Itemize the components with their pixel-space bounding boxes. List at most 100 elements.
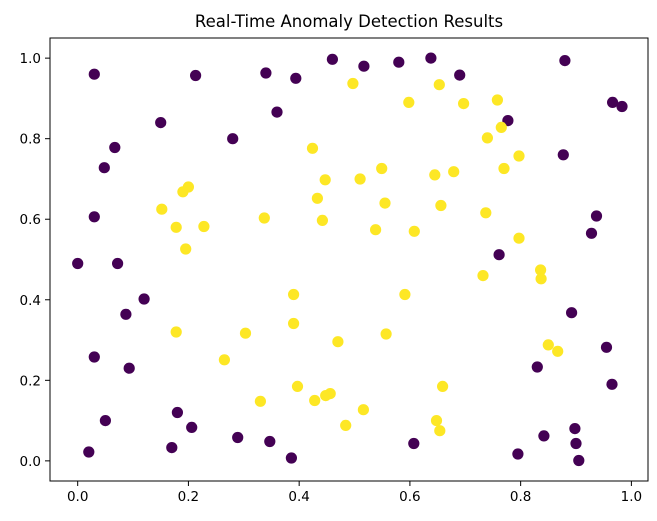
anomaly-point-17 xyxy=(88,211,100,223)
anomaly-point-23 xyxy=(138,293,150,305)
anomaly-point-22 xyxy=(112,257,124,270)
normal-point-47 xyxy=(309,394,321,407)
anomaly-point-16 xyxy=(98,162,110,174)
anomaly-point-4 xyxy=(326,53,338,65)
anomaly-point-25 xyxy=(566,307,578,319)
anomaly-point-7 xyxy=(425,52,437,64)
anomaly-point-14 xyxy=(109,141,121,154)
normal-point-49 xyxy=(357,404,369,416)
y-tick-label: 1.0 xyxy=(20,51,41,67)
x-tick-label: 0.0 xyxy=(67,489,88,505)
normal-point-14 xyxy=(354,173,366,185)
anomaly-point-41 xyxy=(83,446,95,458)
anomaly-point-45 xyxy=(607,96,619,108)
normal-point-4 xyxy=(491,94,503,106)
normal-point-11 xyxy=(448,166,460,178)
normal-point-18 xyxy=(379,197,391,209)
y-tick-label: 0.8 xyxy=(20,132,41,148)
normal-point-20 xyxy=(156,203,168,215)
anomaly-point-36 xyxy=(538,430,550,442)
x-tick-label: 1.0 xyxy=(621,489,642,505)
anomaly-point-10 xyxy=(271,106,283,118)
y-tick-label: 0.6 xyxy=(20,212,41,228)
y-tick-label: 0.4 xyxy=(20,293,41,309)
anomaly-point-9 xyxy=(559,55,571,67)
anomaly-point-1 xyxy=(190,69,202,82)
normal-point-50 xyxy=(430,415,443,427)
normal-point-43 xyxy=(291,380,304,392)
anomaly-point-40 xyxy=(166,442,178,454)
normal-point-41 xyxy=(552,345,564,357)
normal-point-2 xyxy=(403,96,415,108)
anomaly-point-31 xyxy=(171,406,183,419)
anomaly-point-12 xyxy=(155,117,167,129)
anomaly-point-6 xyxy=(393,56,405,68)
anomaly-point-13 xyxy=(227,133,239,145)
scatter-points xyxy=(72,52,628,467)
x-axis: 0.0 0.2 0.4 0.6 0.8 1.0 xyxy=(67,481,642,505)
anomaly-point-44 xyxy=(573,454,585,467)
normal-point-44 xyxy=(437,380,449,392)
anomaly-point-8 xyxy=(454,69,466,81)
normal-point-30 xyxy=(535,264,547,276)
normal-point-24 xyxy=(170,221,182,233)
normal-point-32 xyxy=(535,273,547,285)
anomaly-point-20 xyxy=(493,249,505,261)
normal-point-27 xyxy=(408,225,420,237)
anomaly-point-34 xyxy=(569,423,581,435)
normal-point-46 xyxy=(320,390,332,402)
normal-point-3 xyxy=(458,98,470,110)
normal-point-21 xyxy=(480,207,492,219)
normal-point-16 xyxy=(177,186,189,198)
normal-point-37 xyxy=(239,327,252,339)
normal-point-39 xyxy=(332,336,344,348)
normal-point-7 xyxy=(306,142,319,154)
anomaly-point-19 xyxy=(585,227,598,239)
normal-point-34 xyxy=(399,288,411,301)
anomaly-point-35 xyxy=(232,431,244,444)
anomaly-point-46 xyxy=(616,100,628,113)
normal-point-1 xyxy=(433,79,445,91)
normal-point-35 xyxy=(288,317,300,330)
anomaly-point-0 xyxy=(88,68,100,80)
normal-point-33 xyxy=(288,288,300,301)
x-tick-label: 0.4 xyxy=(288,489,309,505)
anomaly-point-37 xyxy=(264,435,276,448)
anomaly-point-5 xyxy=(358,60,370,72)
normal-point-29 xyxy=(180,243,192,255)
anomaly-point-21 xyxy=(72,257,84,270)
normal-point-28 xyxy=(513,232,525,244)
anomaly-point-30 xyxy=(606,378,618,390)
normal-point-25 xyxy=(198,220,210,233)
chart-title: Real-Time Anomaly Detection Results xyxy=(195,12,503,31)
anomaly-point-38 xyxy=(408,437,420,450)
normal-point-42 xyxy=(218,354,230,366)
normal-point-23 xyxy=(316,214,328,226)
normal-point-5 xyxy=(495,121,507,133)
anomaly-point-15 xyxy=(557,149,569,161)
normal-point-26 xyxy=(370,224,382,236)
anomaly-point-29 xyxy=(123,362,135,374)
normal-point-17 xyxy=(311,192,323,204)
normal-point-19 xyxy=(435,199,447,212)
normal-point-0 xyxy=(347,77,359,90)
normal-point-6 xyxy=(481,132,493,144)
anomaly-point-26 xyxy=(600,341,613,353)
x-tick-label: 0.6 xyxy=(399,489,420,505)
anomaly-point-2 xyxy=(260,67,272,79)
normal-point-51 xyxy=(340,419,352,431)
normal-point-31 xyxy=(477,270,489,282)
anomaly-point-42 xyxy=(512,448,524,460)
y-tick-label: 0.0 xyxy=(20,454,41,470)
normal-point-9 xyxy=(498,162,510,175)
x-tick-label: 0.2 xyxy=(178,489,199,505)
normal-point-36 xyxy=(170,326,182,338)
anomaly-point-3 xyxy=(290,72,302,84)
normal-point-22 xyxy=(258,212,270,224)
normal-point-38 xyxy=(380,328,392,340)
normal-point-10 xyxy=(376,162,388,175)
normal-point-40 xyxy=(542,339,554,351)
y-axis: 0.0 0.2 0.4 0.6 0.8 1.0 xyxy=(20,51,50,470)
